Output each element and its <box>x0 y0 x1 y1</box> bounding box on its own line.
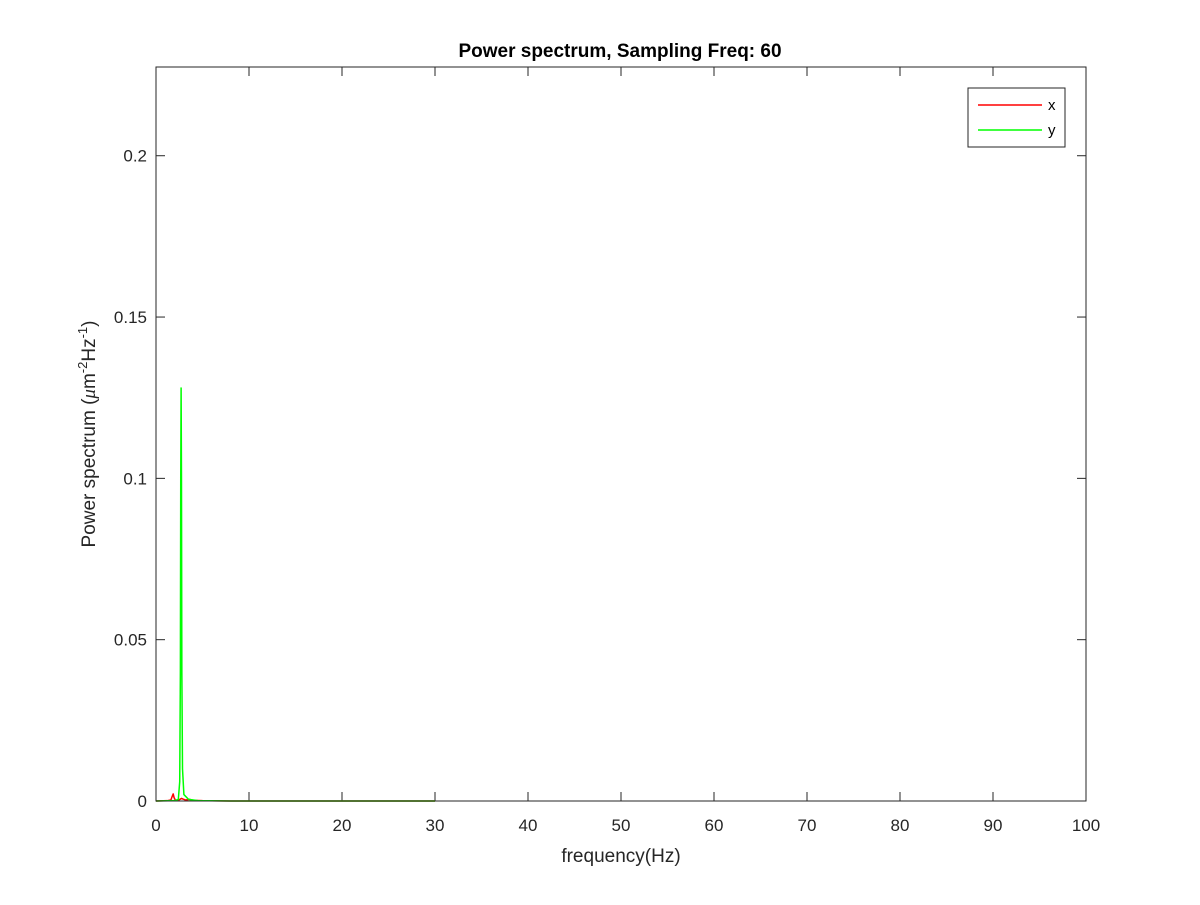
y-axis-label-close: ) <box>79 321 100 327</box>
y-axis-label-base: Power spectrum ( <box>79 398 100 548</box>
x-tick-label: 50 <box>612 816 631 835</box>
x-tick-label: 10 <box>240 816 259 835</box>
x-tick-label: 70 <box>798 816 817 835</box>
y-axis-label-mu: μ <box>79 389 100 400</box>
legend-box <box>967 87 1066 148</box>
y-axis-label-hz: Hz <box>79 338 100 361</box>
legend: x y <box>967 87 1066 148</box>
x-tick-label: 80 <box>891 816 910 835</box>
series-line-y <box>155 387 435 802</box>
y-tick-label: 0.05 <box>114 631 147 650</box>
axis-ticks: 0 10 20 30 40 50 60 70 80 90 100 0 0.05 0.1 0.15 0.2 <box>114 67 1100 835</box>
y-tick-label: 0 <box>138 792 147 811</box>
x-tick-label: 90 <box>984 816 1003 835</box>
y-axis-label-hz-exp: -1 <box>75 327 90 339</box>
legend-label-y: y <box>1048 122 1056 139</box>
x-tick-label: 30 <box>426 816 445 835</box>
y-tick-label: 0.1 <box>123 469 147 488</box>
x-tick-label: 60 <box>705 816 724 835</box>
chart-title: Power spectrum, Sampling Freq: 60 <box>458 41 781 62</box>
axes-box <box>155 66 1087 802</box>
x-tick-label: 0 <box>151 816 160 835</box>
y-tick-label: 0.15 <box>114 308 147 327</box>
x-tick-label: 40 <box>519 816 538 835</box>
x-tick-label: 20 <box>333 816 352 835</box>
y-axis-label: Power spectrum (μm-2Hz-1) <box>75 321 100 548</box>
x-tick-label: 100 <box>1072 816 1100 835</box>
y-tick-label: 0.2 <box>123 147 147 166</box>
y-axis-label-m-exp: -2 <box>75 362 90 374</box>
y-axis-label-m: m <box>79 373 100 389</box>
x-axis-label: frequency(Hz) <box>561 846 680 867</box>
legend-label-x: x <box>1048 97 1056 114</box>
